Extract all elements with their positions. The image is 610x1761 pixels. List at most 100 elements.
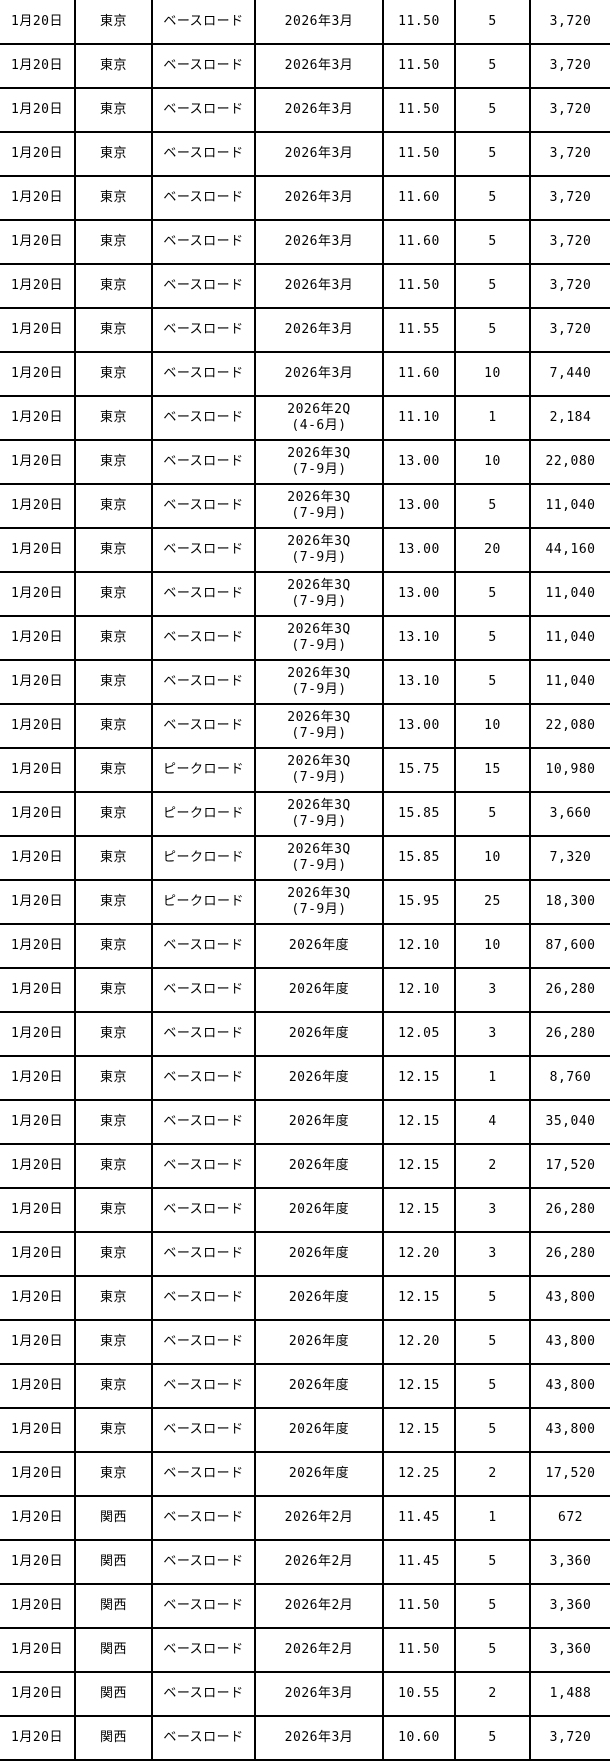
cell-date: 1月20日	[0, 440, 76, 485]
cell-price: 12.25	[382, 1452, 456, 1497]
table-row: 1月20日 東京 ベースロード 2026年3月 11.50 5 3,720	[0, 44, 610, 89]
cell-total: 26,280	[529, 1232, 610, 1277]
cell-period: 2026年3月	[254, 88, 384, 133]
table-row: 1月20日 東京 ベースロード 2026年度 12.10 10 87,600	[0, 924, 610, 969]
cell-load-type: ベースロード	[151, 1584, 256, 1629]
cell-quantity: 5	[454, 1408, 531, 1453]
cell-date: 1月20日	[0, 0, 76, 45]
cell-period: 2026年3Q (7-9月)	[254, 616, 384, 661]
cell-date: 1月20日	[0, 1100, 76, 1145]
cell-price: 15.75	[382, 748, 456, 793]
cell-quantity: 20	[454, 528, 531, 573]
cell-total: 3,660	[529, 792, 610, 837]
cell-total: 1,488	[529, 1672, 610, 1717]
cell-area: 東京	[74, 528, 153, 573]
cell-price: 15.85	[382, 836, 456, 881]
cell-quantity: 5	[454, 484, 531, 529]
cell-load-type: ベースロード	[151, 484, 256, 529]
cell-period: 2026年3月	[254, 264, 384, 309]
cell-date: 1月20日	[0, 924, 76, 969]
table-row: 1月20日 東京 ベースロード 2026年3Q (7-9月) 13.00 10 22,080	[0, 440, 610, 485]
cell-date: 1月20日	[0, 88, 76, 133]
cell-load-type: ベースロード	[151, 968, 256, 1013]
cell-load-type: ピークロード	[151, 748, 256, 793]
cell-quantity: 3	[454, 968, 531, 1013]
table-row: 1月20日 東京 ベースロード 2026年3月 11.50 5 3,720	[0, 88, 610, 133]
cell-load-type: ベースロード	[151, 1276, 256, 1321]
cell-period: 2026年3Q (7-9月)	[254, 880, 384, 925]
cell-area: 東京	[74, 1320, 153, 1365]
cell-price: 11.60	[382, 176, 456, 221]
cell-total: 22,080	[529, 440, 610, 485]
cell-area: 東京	[74, 396, 153, 441]
cell-period: 2026年度	[254, 1364, 384, 1409]
cell-total: 35,040	[529, 1100, 610, 1145]
cell-load-type: ベースロード	[151, 616, 256, 661]
cell-total: 17,520	[529, 1144, 610, 1189]
table-row: 1月20日 関西 ベースロード 2026年2月 11.50 5 3,360	[0, 1628, 610, 1673]
cell-total: 7,320	[529, 836, 610, 881]
cell-area: 東京	[74, 748, 153, 793]
cell-period: 2026年度	[254, 1408, 384, 1453]
cell-quantity: 2	[454, 1672, 531, 1717]
table-row: 1月20日 東京 ベースロード 2026年3月 11.50 5 3,720	[0, 0, 610, 45]
cell-date: 1月20日	[0, 220, 76, 265]
cell-area: 東京	[74, 1452, 153, 1497]
cell-date: 1月20日	[0, 1056, 76, 1101]
cell-load-type: ベースロード	[151, 1672, 256, 1717]
cell-period: 2026年度	[254, 1188, 384, 1233]
cell-total: 43,800	[529, 1276, 610, 1321]
table-row: 1月20日 関西 ベースロード 2026年2月 11.45 1 672	[0, 1496, 610, 1541]
cell-area: 東京	[74, 792, 153, 837]
table-row: 1月20日 東京 ベースロード 2026年度 12.15 5 43,800	[0, 1276, 610, 1321]
cell-load-type: ベースロード	[151, 1056, 256, 1101]
cell-date: 1月20日	[0, 132, 76, 177]
table-row: 1月20日 東京 ベースロード 2026年度 12.15 4 35,040	[0, 1100, 610, 1145]
cell-area: 東京	[74, 1056, 153, 1101]
cell-price: 13.10	[382, 660, 456, 705]
cell-load-type: ベースロード	[151, 1716, 256, 1761]
table-row: 1月20日 東京 ベースロード 2026年度 12.15 2 17,520	[0, 1144, 610, 1189]
cell-price: 11.50	[382, 264, 456, 309]
cell-quantity: 5	[454, 1716, 531, 1761]
cell-period: 2026年度	[254, 1144, 384, 1189]
cell-date: 1月20日	[0, 308, 76, 353]
cell-area: 東京	[74, 924, 153, 969]
table-row: 1月20日 東京 ベースロード 2026年度 12.05 3 26,280	[0, 1012, 610, 1057]
cell-quantity: 5	[454, 132, 531, 177]
cell-quantity: 5	[454, 88, 531, 133]
cell-price: 11.50	[382, 0, 456, 45]
cell-area: 東京	[74, 1408, 153, 1453]
cell-period: 2026年3Q (7-9月)	[254, 528, 384, 573]
cell-date: 1月20日	[0, 1320, 76, 1365]
cell-load-type: ベースロード	[151, 308, 256, 353]
cell-total: 17,520	[529, 1452, 610, 1497]
cell-area: 関西	[74, 1672, 153, 1717]
cell-period: 2026年度	[254, 968, 384, 1013]
cell-quantity: 1	[454, 396, 531, 441]
cell-total: 87,600	[529, 924, 610, 969]
cell-price: 10.55	[382, 1672, 456, 1717]
cell-total: 44,160	[529, 528, 610, 573]
cell-total: 3,720	[529, 1716, 610, 1761]
table-row: 1月20日 東京 ベースロード 2026年3月 11.50 5 3,720	[0, 132, 610, 177]
cell-price: 11.50	[382, 1628, 456, 1673]
table-row: 1月20日 東京 ピークロード 2026年3Q (7-9月) 15.85 5 3,660	[0, 792, 610, 837]
cell-load-type: ベースロード	[151, 1364, 256, 1409]
cell-total: 7,440	[529, 352, 610, 397]
cell-load-type: ベースロード	[151, 396, 256, 441]
cell-area: 東京	[74, 836, 153, 881]
cell-quantity: 5	[454, 660, 531, 705]
cell-date: 1月20日	[0, 1012, 76, 1057]
cell-quantity: 25	[454, 880, 531, 925]
cell-total: 11,040	[529, 572, 610, 617]
cell-total: 11,040	[529, 660, 610, 705]
cell-load-type: ベースロード	[151, 176, 256, 221]
table-row: 1月20日 東京 ベースロード 2026年度 12.15 1 8,760	[0, 1056, 610, 1101]
cell-price: 12.15	[382, 1100, 456, 1145]
cell-load-type: ベースロード	[151, 1188, 256, 1233]
cell-price: 12.10	[382, 924, 456, 969]
cell-total: 3,720	[529, 220, 610, 265]
cell-price: 11.55	[382, 308, 456, 353]
cell-date: 1月20日	[0, 1496, 76, 1541]
